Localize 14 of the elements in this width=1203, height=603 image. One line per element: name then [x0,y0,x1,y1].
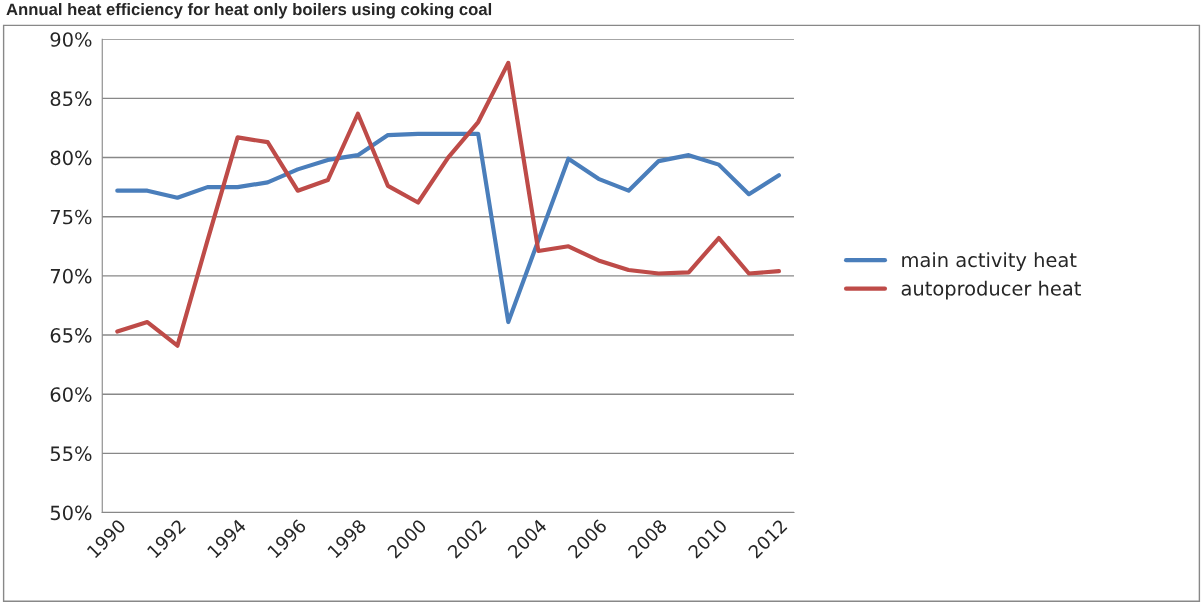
legend-label: autoproducer heat [901,280,1081,300]
line-series [115,131,782,325]
y-tick-label: 55% [50,446,92,462]
legend-label: main activity heat [902,252,1077,272]
y-tick-label: 60% [50,387,92,402]
line-series [115,60,782,348]
y-tick-label: 80% [50,150,92,166]
chart-title: Annual heat efficiency for heat only boilers using coking coal [6,3,492,19]
y-tick-label: 90% [50,32,92,47]
y-tick-label: 65% [50,328,92,343]
y-tick-label: 50% [50,505,92,521]
y-tick-label: 85% [50,91,92,107]
y-tick-label: 75% [50,209,92,225]
y-tick-label: 70% [50,268,92,284]
